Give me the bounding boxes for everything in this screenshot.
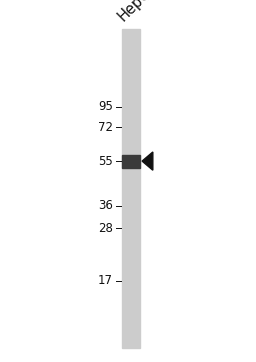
Text: 55: 55 [98,155,113,168]
Text: 17: 17 [98,274,113,287]
Bar [122,29,140,348]
Text: HepG2: HepG2 [115,0,161,24]
Bar [122,155,140,168]
Polygon shape [142,152,153,170]
Text: 36: 36 [98,199,113,212]
Text: 95: 95 [98,100,113,113]
Text: 28: 28 [98,222,113,235]
Text: 72: 72 [98,121,113,134]
